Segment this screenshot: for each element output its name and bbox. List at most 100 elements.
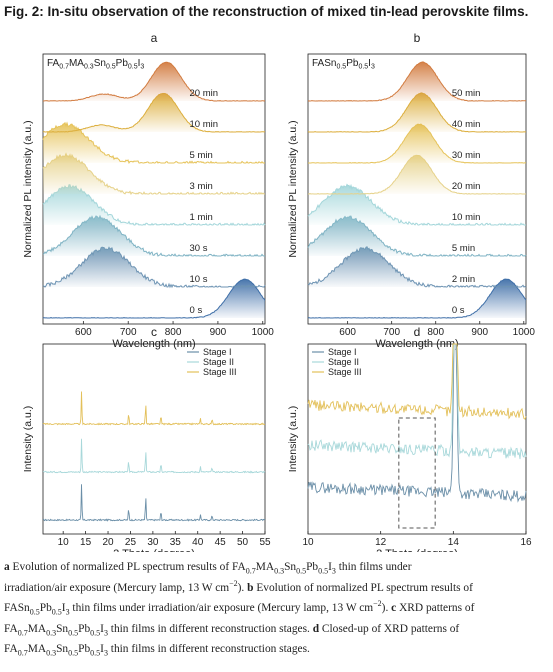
x-tick-label: 25 xyxy=(125,537,137,548)
y-axis-label: Intensity (a.u.) xyxy=(287,406,299,473)
series-label: 0 s xyxy=(452,305,465,316)
legend-label: Stage I xyxy=(203,347,232,357)
plot-frame xyxy=(307,53,527,325)
panel-title: FA0.7MA0.3Sn0.5Pb0.5I3 xyxy=(47,58,144,71)
legend-label: Stage III xyxy=(328,367,362,377)
series-label: 1 min xyxy=(190,212,213,223)
x-tick-label: 600 xyxy=(339,327,356,338)
pl-fill-0-s xyxy=(308,279,526,318)
x-axis-label: 2 Theta (degree) xyxy=(113,548,195,552)
x-tick-label: 12 xyxy=(375,537,387,548)
x-tick-label: 50 xyxy=(237,537,249,548)
legend-label: Stage II xyxy=(203,357,234,367)
pl-fill-20-min xyxy=(308,155,526,194)
pl-fill-3-min xyxy=(43,153,265,194)
x-tick-label: 800 xyxy=(427,327,444,338)
pl-fill-0-s xyxy=(43,279,265,318)
legend-label: Stage III xyxy=(203,367,237,377)
x-tick-label: 1000 xyxy=(252,327,275,338)
series-label: 2 min xyxy=(452,274,475,285)
pl-line-2-min xyxy=(307,246,527,288)
series-label: 20 min xyxy=(452,181,481,192)
pl-line-30-s xyxy=(42,214,265,257)
plot-frame xyxy=(307,343,527,535)
series-label: 0 s xyxy=(190,305,203,316)
y-axis-label: Normalized PL intensity (a.u.) xyxy=(287,120,299,257)
pl-line-10-s xyxy=(42,246,266,289)
panel-letter: d xyxy=(414,325,421,339)
pl-fill-20-min xyxy=(43,62,265,101)
xrd-line-Stage-III xyxy=(42,391,266,426)
series-label: 5 min xyxy=(190,150,213,161)
x-tick-label: 900 xyxy=(471,327,488,338)
caption-line-4: FA0.7MA0.3Sn0.5Pb0.5I3 thin films in dif… xyxy=(4,622,460,637)
xrd-line-Stage-II xyxy=(42,438,266,474)
x-tick-label: 35 xyxy=(170,537,182,548)
x-tick-label: 700 xyxy=(120,327,137,338)
panel-d: 10 12 14 16 2 Theta (degree) Intensity (a.u.)… xyxy=(287,325,532,552)
x-tick-label: 30 xyxy=(147,537,159,548)
pl-fill-5-min xyxy=(43,122,265,163)
y-axis-label: Intensity (a.u.) xyxy=(22,406,34,473)
series-label: 3 min xyxy=(190,181,213,192)
series-label: 30 s xyxy=(190,243,208,254)
series-label: 10 min xyxy=(452,212,481,223)
y-axis-label: Normalized PL intensity (a.u.) xyxy=(22,120,34,257)
x-tick-label: 700 xyxy=(383,327,400,338)
caption-line-2: irradiation/air exposure (Mercury lamp, … xyxy=(4,578,473,594)
x-tick-label: 20 xyxy=(102,537,114,548)
x-tick-label: 15 xyxy=(80,537,92,548)
pl-line-10-min xyxy=(307,183,526,226)
pl-fill-10-min xyxy=(308,184,526,225)
xrd-line-Stage-I xyxy=(42,484,266,522)
pl-line-0-s xyxy=(307,278,527,319)
caption-line-5: FA0.7MA0.3Sn0.5Pb0.5I3 thin films in dif… xyxy=(4,643,310,658)
x-tick-label: 800 xyxy=(165,327,182,338)
xrd-zoom-line-Stage-I xyxy=(307,343,527,503)
legend-label: Stage I xyxy=(328,347,357,357)
series-label: 10 min xyxy=(190,119,219,130)
pl-fill-1-min xyxy=(43,184,265,225)
pl-line-20-min xyxy=(43,61,266,102)
xrd-zoom-line-Stage-II xyxy=(307,343,527,460)
pl-line-0-s xyxy=(42,278,266,319)
pl-line-50-min xyxy=(307,61,527,102)
pl-fill-5-min xyxy=(308,216,526,256)
series-label: 40 min xyxy=(452,119,481,130)
pl-fill-30-s xyxy=(43,216,265,256)
x-tick-label: 16 xyxy=(520,537,532,548)
x-axis-label: 2 Theta (degree) xyxy=(376,548,458,552)
caption-line-3: FASn0.5Pb0.5I3 thin films under irradiat… xyxy=(4,599,475,617)
panel-letter: c xyxy=(151,325,157,339)
caption-line-1: a Evolution of normalized PL spectrum re… xyxy=(4,561,412,576)
series-label: 50 min xyxy=(452,88,481,99)
figure-caption: a Evolution of normalized PL spectrum re… xyxy=(4,557,549,660)
highlight-box xyxy=(398,417,436,529)
x-tick-label: 900 xyxy=(210,327,227,338)
pl-fill-40-min xyxy=(308,92,526,132)
plot-frame xyxy=(42,343,266,535)
series-label: 30 min xyxy=(452,150,481,161)
x-tick-label: 45 xyxy=(215,537,227,548)
figure-title: Fig. 2: In-situ observation of the recon… xyxy=(4,4,529,19)
panel-letter: a xyxy=(151,31,158,45)
x-tick-label: 10 xyxy=(302,537,314,548)
xrd-zoom-line-Stage-III xyxy=(307,343,527,420)
x-tick-label: 10 xyxy=(58,537,70,548)
x-tick-label: 1000 xyxy=(513,327,536,338)
x-tick-label: 600 xyxy=(75,327,92,338)
panel-c: 10 15 20 25 30 35 40 45 50 55 2 Theta (degree) Inte… xyxy=(22,325,271,552)
panel-letter: b xyxy=(414,31,421,45)
pl-fill-30-min xyxy=(308,124,526,163)
pl-fill-10-s xyxy=(43,247,265,287)
series-label: 20 min xyxy=(190,88,219,99)
x-tick-label: 14 xyxy=(448,537,460,548)
series-label: 10 s xyxy=(190,274,208,285)
panel-title: FASn0.5Pb0.5I3 xyxy=(312,58,375,71)
x-tick-label: 55 xyxy=(259,537,271,548)
pl-fill-50-min xyxy=(308,61,526,101)
x-tick-label: 40 xyxy=(192,537,204,548)
